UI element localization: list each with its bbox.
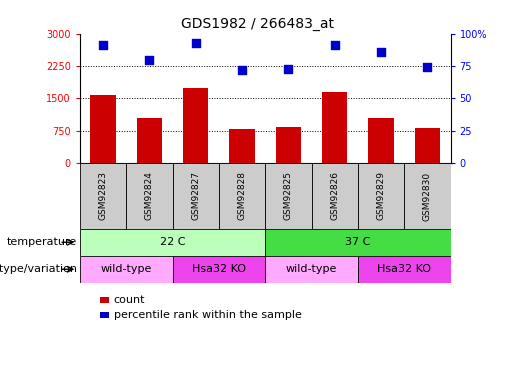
Point [331, 42, 339, 48]
Bar [404, 163, 451, 229]
Bar [322, 92, 348, 163]
Text: GSM92825: GSM92825 [284, 171, 293, 220]
Bar [358, 256, 451, 283]
Text: GSM92829: GSM92829 [376, 171, 386, 220]
Text: GSM92830: GSM92830 [423, 171, 432, 220]
Bar [80, 256, 173, 283]
Text: Hsa32 KO: Hsa32 KO [192, 264, 246, 274]
Point [145, 57, 153, 63]
Point [423, 64, 432, 70]
Bar [136, 118, 162, 163]
Bar [126, 163, 173, 229]
Text: wild-type: wild-type [286, 264, 337, 274]
Bar [368, 118, 394, 163]
Text: GSM92823: GSM92823 [98, 171, 108, 220]
Bar [265, 163, 312, 229]
Bar [229, 129, 255, 163]
Text: count: count [114, 295, 145, 304]
Text: 22 C: 22 C [160, 237, 185, 247]
Text: wild-type: wild-type [100, 264, 152, 274]
Text: GSM92826: GSM92826 [330, 171, 339, 220]
Bar [415, 128, 440, 163]
Point [238, 67, 246, 73]
Bar [265, 256, 358, 283]
Text: temperature: temperature [7, 237, 77, 247]
Text: percentile rank within the sample: percentile rank within the sample [114, 310, 302, 320]
Point [99, 42, 107, 48]
Bar [80, 163, 126, 229]
Point [192, 40, 200, 46]
Text: GSM92828: GSM92828 [237, 171, 247, 220]
Point [377, 49, 385, 55]
Bar [276, 128, 301, 163]
Bar [183, 88, 209, 163]
Bar [219, 163, 265, 229]
Bar [358, 163, 404, 229]
Bar [173, 256, 265, 283]
Bar [90, 95, 116, 163]
Text: Hsa32 KO: Hsa32 KO [377, 264, 431, 274]
Point [284, 66, 293, 72]
Bar [265, 229, 451, 256]
Text: GSM92827: GSM92827 [191, 171, 200, 220]
Bar [312, 163, 358, 229]
Bar [80, 229, 265, 256]
Text: GDS1982 / 266483_at: GDS1982 / 266483_at [181, 17, 334, 31]
Text: GSM92824: GSM92824 [145, 171, 154, 220]
Bar [173, 163, 219, 229]
Text: genotype/variation: genotype/variation [0, 264, 77, 274]
Text: 37 C: 37 C [345, 237, 371, 247]
